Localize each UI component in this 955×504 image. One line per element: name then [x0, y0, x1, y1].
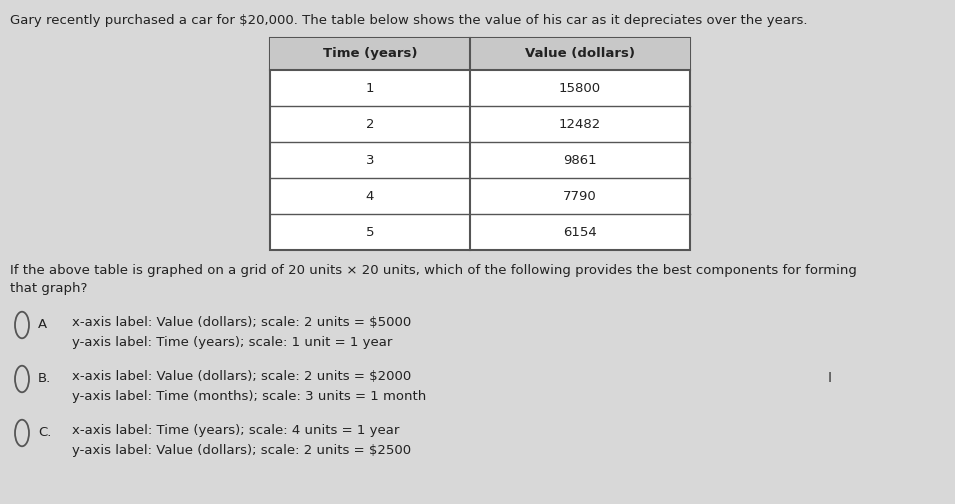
Bar: [270, 38, 690, 70]
Text: 12482: 12482: [559, 117, 601, 131]
Text: C.: C.: [38, 426, 52, 439]
Text: y-axis label: Value (dollars); scale: 2 units = $2500: y-axis label: Value (dollars); scale: 2 …: [72, 444, 411, 457]
Text: Value (dollars): Value (dollars): [525, 47, 635, 60]
Text: x-axis label: Value (dollars); scale: 2 units = $5000: x-axis label: Value (dollars); scale: 2 …: [72, 316, 412, 329]
Text: 5: 5: [366, 225, 374, 238]
Text: 4: 4: [366, 190, 374, 203]
Text: Gary recently purchased a car for $20,000. The table below shows the value of hi: Gary recently purchased a car for $20,00…: [10, 14, 808, 27]
Text: 2: 2: [366, 117, 374, 131]
Text: 6154: 6154: [563, 225, 597, 238]
Bar: [270, 38, 690, 250]
Text: y-axis label: Time (years); scale: 1 unit = 1 year: y-axis label: Time (years); scale: 1 uni…: [72, 336, 393, 349]
Text: If the above table is graphed on a grid of 20 units × 20 units, which of the fol: If the above table is graphed on a grid …: [10, 264, 857, 295]
Text: A: A: [38, 319, 47, 332]
Text: 3: 3: [366, 154, 374, 166]
Text: y-axis label: Time (months); scale: 3 units = 1 month: y-axis label: Time (months); scale: 3 un…: [72, 390, 426, 403]
Text: I: I: [828, 371, 832, 385]
Text: 1: 1: [366, 82, 374, 95]
Text: B.: B.: [38, 372, 52, 386]
Text: 7790: 7790: [563, 190, 597, 203]
Text: x-axis label: Value (dollars); scale: 2 units = $2000: x-axis label: Value (dollars); scale: 2 …: [72, 370, 412, 383]
Text: 9861: 9861: [563, 154, 597, 166]
Text: Time (years): Time (years): [323, 47, 417, 60]
Text: 15800: 15800: [559, 82, 601, 95]
Text: x-axis label: Time (years); scale: 4 units = 1 year: x-axis label: Time (years); scale: 4 uni…: [72, 424, 399, 437]
